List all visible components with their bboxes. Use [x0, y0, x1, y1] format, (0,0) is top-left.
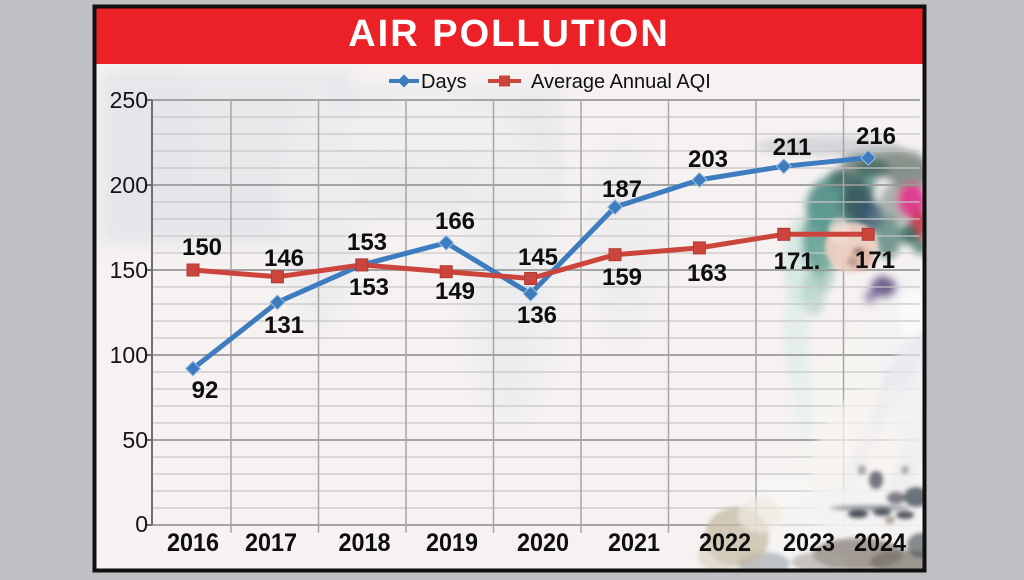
svg-text:2024: 2024 [854, 529, 906, 557]
svg-text:2020: 2020 [517, 529, 569, 557]
svg-text:150: 150 [182, 234, 222, 261]
svg-text:153: 153 [347, 229, 387, 256]
svg-text:2021: 2021 [608, 529, 660, 557]
svg-text:2016: 2016 [167, 529, 219, 557]
svg-text:171.: 171. [774, 248, 821, 275]
svg-text:2023: 2023 [783, 529, 835, 557]
svg-text:50: 50 [122, 427, 148, 453]
svg-text:2019: 2019 [426, 529, 478, 557]
svg-text:131: 131 [264, 312, 304, 339]
svg-text:203: 203 [688, 146, 728, 173]
svg-text:216: 216 [856, 123, 896, 150]
svg-text:AIR POLLUTION: AIR POLLUTION [348, 13, 670, 55]
svg-text:149: 149 [435, 278, 475, 305]
svg-text:250: 250 [110, 87, 148, 113]
svg-text:159: 159 [602, 264, 642, 291]
svg-text:145: 145 [518, 244, 558, 271]
svg-text:187: 187 [602, 176, 642, 203]
svg-text:2017: 2017 [245, 529, 297, 557]
svg-text:211: 211 [773, 134, 812, 161]
svg-text:166: 166 [435, 208, 475, 235]
svg-text:100: 100 [110, 342, 148, 368]
svg-text:153: 153 [349, 274, 389, 301]
svg-text:163: 163 [687, 260, 727, 287]
svg-text:146: 146 [264, 245, 304, 272]
svg-text:200: 200 [110, 172, 148, 198]
svg-text:2022: 2022 [699, 529, 751, 557]
svg-text:0: 0 [135, 511, 148, 537]
svg-text:92: 92 [192, 377, 219, 404]
svg-text:150: 150 [110, 257, 148, 283]
svg-text:Average Annual AQI: Average Annual AQI [531, 71, 711, 93]
svg-text:Days: Days [421, 71, 467, 93]
svg-text:171: 171 [855, 247, 895, 274]
svg-text:2018: 2018 [339, 529, 391, 557]
svg-text:136: 136 [517, 302, 557, 329]
